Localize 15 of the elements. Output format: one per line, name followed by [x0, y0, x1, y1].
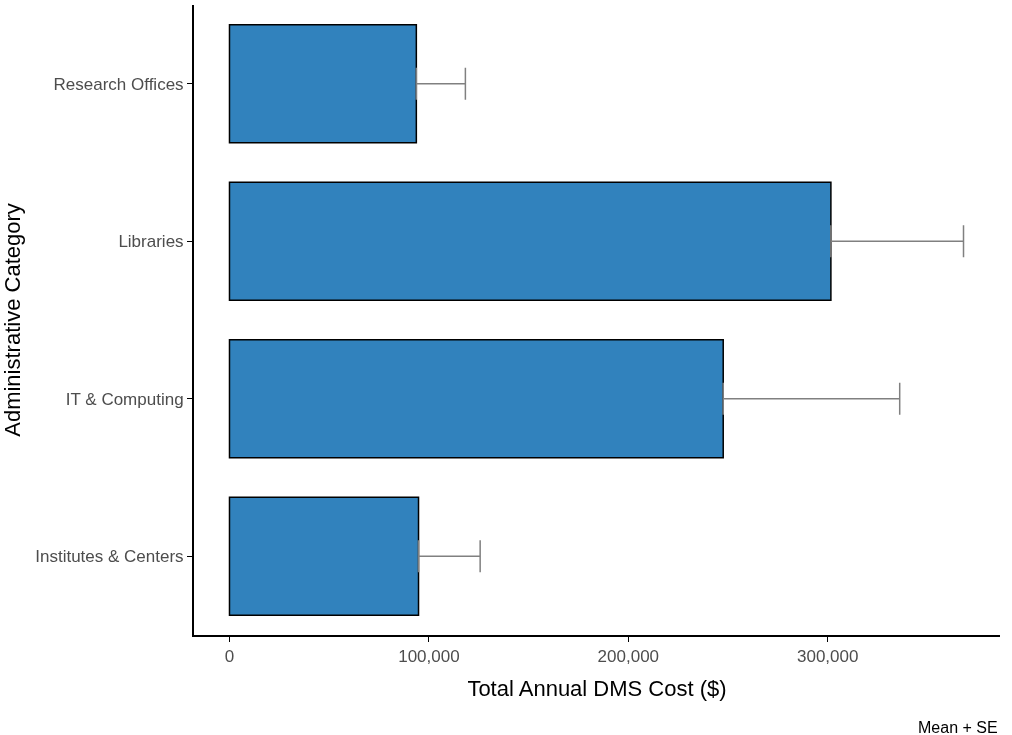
text: Mean + SE [918, 719, 998, 735]
x-axis-title: Total Annual DMS Cost ($) [467, 675, 727, 701]
y-tick-label: Institutes & Centers [35, 547, 184, 567]
y-tick-label: Research Offices [53, 74, 184, 94]
bar [228, 23, 418, 144]
y-tick-label: IT & Computing [65, 389, 184, 409]
x-tick-label: 0 [224, 647, 235, 667]
y-tick-label: Libraries [118, 232, 184, 252]
bar [228, 338, 724, 459]
x-tick-label: 200,000 [597, 647, 660, 667]
y-axis-title: Administrative Category [0, 203, 25, 437]
x-tick-label: 300,000 [796, 647, 859, 667]
bar [228, 181, 832, 302]
bar [228, 496, 420, 617]
x-tick-label: 100,000 [398, 647, 460, 667]
